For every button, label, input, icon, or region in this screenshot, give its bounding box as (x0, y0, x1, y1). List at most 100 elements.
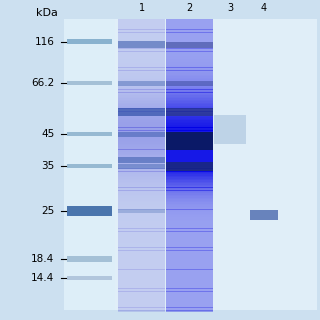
Bar (166, 60, 213, 62)
Bar (118, 220, 165, 221)
Bar (118, 65, 165, 66)
Bar (166, 132, 213, 133)
Bar (118, 37, 165, 38)
Bar (118, 73, 165, 75)
Bar (166, 249, 213, 251)
Bar (166, 151, 213, 153)
Bar (118, 136, 165, 138)
Bar (166, 110, 213, 112)
Bar (118, 142, 165, 144)
Bar (166, 165, 213, 167)
Bar (118, 174, 165, 176)
Bar (118, 160, 165, 161)
Bar (166, 188, 213, 189)
Bar (118, 126, 165, 128)
Bar (118, 240, 165, 242)
Bar (118, 179, 165, 180)
Bar (118, 53, 165, 54)
Bar (118, 116, 165, 117)
Bar (166, 129, 213, 131)
Bar (166, 234, 213, 236)
FancyBboxPatch shape (166, 108, 213, 116)
Bar (166, 41, 213, 43)
Bar (118, 299, 165, 300)
Bar (118, 62, 165, 63)
Bar (166, 47, 213, 49)
Bar (166, 306, 213, 308)
Bar (118, 309, 165, 310)
Bar (118, 165, 165, 167)
Bar (118, 272, 165, 274)
Bar (166, 48, 213, 50)
Bar (166, 149, 213, 151)
Bar (118, 24, 165, 25)
Bar (166, 34, 213, 36)
Bar (166, 223, 213, 224)
Bar (166, 246, 213, 248)
Bar (118, 35, 165, 37)
Bar (166, 177, 213, 179)
Bar (118, 258, 165, 259)
Bar (166, 277, 213, 278)
Bar (118, 124, 165, 126)
Bar (166, 287, 213, 289)
Bar (166, 133, 213, 135)
Bar (118, 85, 165, 87)
Bar (166, 91, 213, 92)
FancyBboxPatch shape (250, 210, 278, 220)
Bar (118, 111, 165, 113)
Bar (166, 231, 213, 233)
Bar (118, 135, 165, 136)
Bar (118, 168, 165, 170)
Bar (166, 89, 213, 91)
Bar (118, 243, 165, 245)
Bar (118, 242, 165, 243)
Bar (118, 154, 165, 156)
Bar (118, 119, 165, 120)
Bar (118, 34, 165, 36)
Bar (166, 113, 213, 115)
Bar (118, 82, 165, 84)
Bar (118, 196, 165, 198)
Bar (166, 272, 213, 274)
Bar (166, 293, 213, 294)
Bar (166, 145, 213, 147)
Bar (118, 25, 165, 27)
Bar (118, 59, 165, 60)
Bar (166, 147, 213, 148)
Bar (118, 78, 165, 79)
Bar (118, 305, 165, 306)
Bar (118, 152, 165, 154)
Bar (118, 28, 165, 29)
FancyBboxPatch shape (118, 41, 165, 48)
Text: 3: 3 (227, 3, 234, 13)
Bar (118, 281, 165, 283)
Bar (166, 154, 213, 156)
Bar (118, 91, 165, 92)
FancyBboxPatch shape (64, 19, 115, 310)
Bar (118, 308, 165, 309)
Bar (118, 76, 165, 78)
Bar (118, 29, 165, 31)
Bar (166, 111, 213, 113)
Bar (166, 275, 213, 277)
Bar (118, 104, 165, 106)
Bar (118, 233, 165, 235)
Text: 66.2: 66.2 (31, 78, 54, 88)
Bar (118, 288, 165, 290)
FancyBboxPatch shape (118, 164, 165, 169)
Bar (166, 299, 213, 300)
Bar (118, 195, 165, 196)
Bar (166, 290, 213, 292)
Bar (166, 192, 213, 194)
Bar (118, 167, 165, 169)
Bar (166, 164, 213, 166)
Bar (166, 288, 213, 290)
Bar (166, 198, 213, 199)
Bar (118, 110, 165, 112)
Bar (166, 108, 213, 110)
Bar (118, 302, 165, 303)
Text: 116: 116 (35, 36, 54, 47)
FancyBboxPatch shape (67, 206, 112, 216)
Bar (166, 209, 213, 211)
